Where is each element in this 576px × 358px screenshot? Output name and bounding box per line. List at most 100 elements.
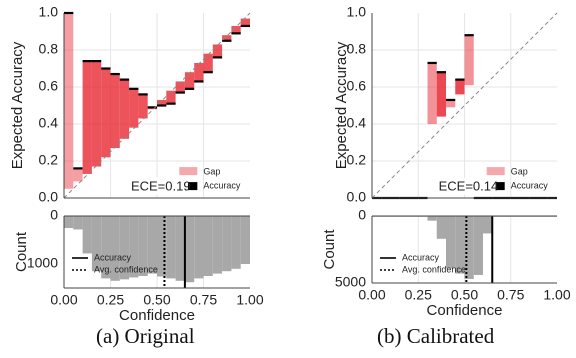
count-tick-label: 5000: [335, 274, 366, 290]
gap-bar: [101, 68, 111, 158]
ece-text: ECE=0.19: [131, 178, 191, 193]
legend-avg-confidence-label: Avg. confidence: [94, 264, 158, 274]
count-bar: [82, 216, 92, 254]
count-bar: [119, 216, 130, 280]
count-tick-label: 1000: [27, 255, 58, 271]
y-tick-label: 1.0: [39, 4, 59, 20]
count-bar: [166, 216, 176, 279]
legend-gap-label: Gap: [203, 166, 220, 176]
gap-bar: [166, 90, 176, 104]
gap-bar: [175, 81, 185, 93]
count-bar: [222, 216, 232, 272]
y-tick-label: 0.4: [39, 115, 59, 131]
legend-gap-label: Gap: [511, 166, 528, 176]
y-tick-label: 0.2: [347, 152, 367, 168]
gap-bar: [82, 61, 92, 174]
gap-bar: [110, 74, 120, 149]
ece-box: [127, 177, 188, 195]
count-bar: [194, 216, 204, 279]
x-tick-label: 0.00: [358, 287, 385, 303]
count-bar: [157, 216, 167, 277]
count-bar: [473, 216, 483, 275]
count-bar: [483, 216, 493, 234]
gap-bar: [119, 79, 130, 139]
caption-calibrated: (b) Calibrated: [377, 324, 495, 348]
x-tick-label: 1.00: [543, 287, 570, 303]
histogram-x-axis-label: Confidence: [119, 307, 195, 324]
gap-bar: [203, 53, 213, 73]
reliability-y-axis-label: Expected Accuracy: [9, 41, 26, 169]
gap-bar: [446, 99, 456, 108]
count-bar: [147, 216, 157, 274]
count-bar: [203, 216, 213, 276]
x-tick-label: 0.50: [143, 292, 170, 308]
gap-bar: [64, 13, 74, 189]
ece-text: ECE=0.14: [439, 178, 499, 193]
x-tick-label: 0.00: [50, 292, 77, 308]
x-tick-label: 0.75: [497, 287, 524, 303]
x-tick-label: 0.50: [451, 287, 478, 303]
gap-bar: [212, 44, 223, 58]
x-tick-label: 0.25: [97, 292, 124, 308]
perfect-calibration-line: [63, 12, 251, 199]
y-tick-label: 0.2: [39, 152, 59, 168]
gap-bar: [184, 72, 195, 89]
reliability-y-axis-label: Expected Accuracy: [333, 41, 350, 169]
gap-bar: [222, 35, 232, 41]
count-bar: [175, 216, 185, 281]
caption-original: (a) Original: [96, 324, 195, 348]
count-bar: [436, 216, 446, 239]
count-tick-label: 0: [358, 207, 366, 223]
count-bar: [240, 216, 250, 264]
y-tick-label: 0.6: [347, 78, 367, 94]
gap-bar: [231, 25, 241, 34]
legend-accuracy-label: Accuracy: [94, 252, 132, 262]
histogram-y-axis-label: Count: [13, 231, 30, 272]
gap-bar: [427, 62, 437, 124]
count-bar: [91, 216, 102, 272]
perfect-calibration-line: [371, 12, 558, 199]
count-bar: [446, 216, 456, 269]
count-bar: [464, 216, 474, 279]
gap-bar: [436, 72, 446, 117]
gap-bar: [91, 61, 102, 167]
count-bar: [73, 216, 83, 230]
histogram-x-axis-label: Confidence: [427, 302, 503, 319]
panel-original: 0.0 0.2 0.4 0.6 0.8 1.0 Expected Accuracy Gap Ac…: [9, 4, 264, 324]
count-bar: [231, 216, 241, 269]
y-tick-label: 0.6: [39, 78, 59, 94]
ece-box: [435, 177, 496, 195]
gap-bar: [455, 79, 465, 95]
y-tick-label: 0.0: [347, 189, 367, 205]
gap-bar: [73, 168, 83, 182]
legend-accuracy-label: Accuracy: [203, 180, 241, 190]
y-tick-label: 0.8: [347, 41, 367, 57]
legend-gap-swatch: [179, 167, 198, 176]
legend-accuracy-swatch: [179, 182, 198, 191]
panel-calibrated: 0.0 0.2 0.4 0.6 0.8 1.0 Expected Accuracy Gap Ac…: [321, 4, 571, 319]
count-bar: [427, 216, 437, 221]
y-tick-label: 0.0: [39, 189, 59, 205]
count-bar: [212, 216, 223, 274]
gap-bar: [138, 94, 148, 119]
count-bar: [64, 216, 74, 228]
count-bar: [129, 216, 139, 278]
x-tick-label: 0.75: [190, 292, 217, 308]
count-bar: [101, 216, 111, 279]
count-bar: [184, 216, 195, 283]
gap-bar: [129, 88, 139, 128]
y-tick-label: 0.4: [347, 115, 367, 131]
legend-accuracy-swatch: [486, 182, 505, 191]
count-bar: [110, 216, 120, 281]
gap-bar: [194, 62, 204, 82]
legend-accuracy-label: Accuracy: [402, 252, 440, 262]
legend-accuracy-label: Accuracy: [511, 180, 549, 190]
legend-avg-confidence-label: Avg. confidence: [402, 264, 466, 274]
x-tick-label: 1.00: [236, 292, 263, 308]
count-bar: [138, 216, 148, 276]
histogram-y-axis-label: Count: [321, 229, 338, 270]
x-tick-label: 0.25: [405, 287, 432, 303]
legend-gap-swatch: [486, 167, 505, 176]
y-tick-label: 1.0: [347, 4, 367, 20]
